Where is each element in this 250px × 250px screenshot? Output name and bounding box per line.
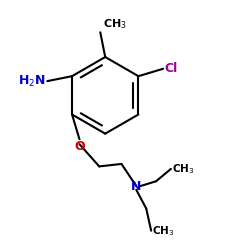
Text: CH$_3$: CH$_3$ [172, 162, 195, 176]
Text: O: O [74, 140, 85, 153]
Text: Cl: Cl [164, 62, 177, 75]
Text: CH$_3$: CH$_3$ [152, 224, 175, 237]
Text: H$_2$N: H$_2$N [18, 74, 46, 89]
Text: CH$_3$: CH$_3$ [103, 17, 126, 31]
Text: N: N [131, 180, 141, 193]
